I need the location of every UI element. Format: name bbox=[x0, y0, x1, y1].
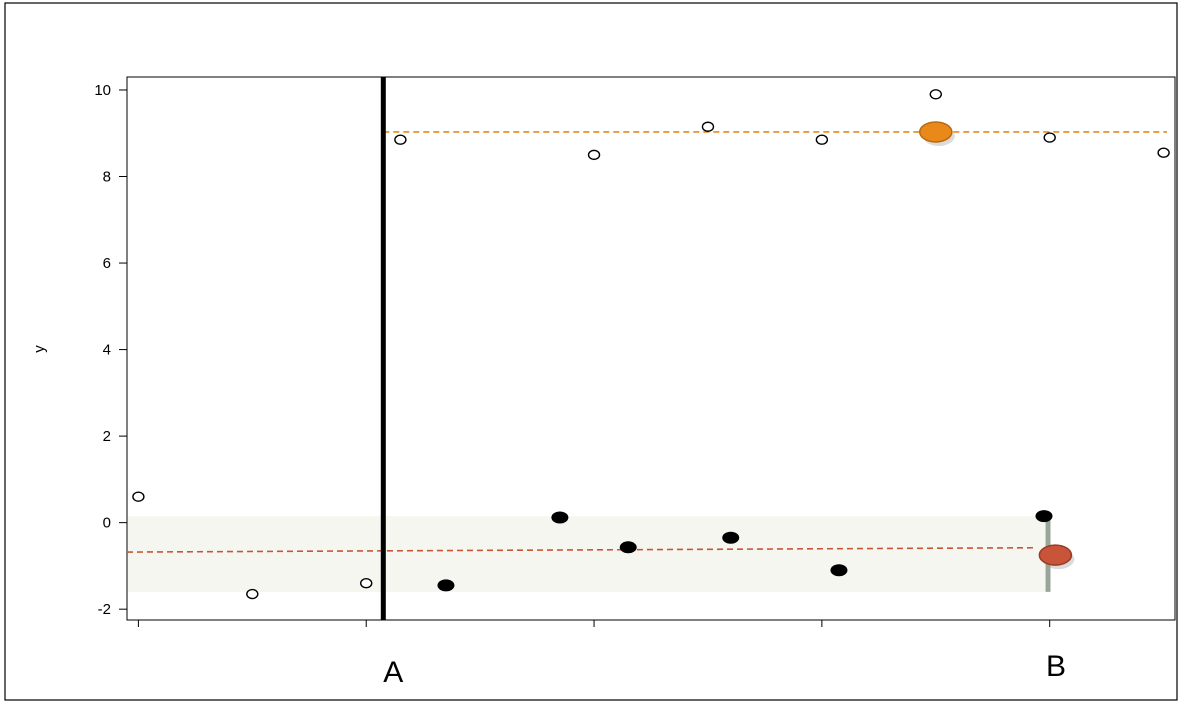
filled-point bbox=[551, 511, 569, 524]
y-tick-label: -2 bbox=[98, 601, 111, 618]
open-point bbox=[1157, 147, 1170, 158]
shaded-band bbox=[128, 516, 1045, 592]
marker-label-b: B bbox=[1046, 650, 1066, 683]
y-tick-label: 6 bbox=[103, 255, 111, 272]
filled-point bbox=[437, 579, 455, 592]
open-point bbox=[1043, 132, 1056, 143]
filled-point bbox=[830, 564, 848, 577]
open-point bbox=[929, 89, 942, 100]
highlight-point-1 bbox=[919, 121, 953, 143]
y-tick-label: 8 bbox=[103, 169, 111, 186]
open-point bbox=[587, 149, 601, 161]
filled-point bbox=[1035, 510, 1053, 523]
open-point bbox=[394, 134, 407, 145]
filled-point bbox=[722, 531, 740, 544]
open-point bbox=[701, 121, 715, 132]
y-tick-label: 10 bbox=[94, 82, 111, 99]
fit-line-2 bbox=[126, 546, 1037, 553]
highlight-point-2 bbox=[1038, 544, 1073, 566]
open-point bbox=[815, 134, 829, 145]
y-axis-label: y bbox=[31, 345, 48, 353]
y-tick-label: 4 bbox=[103, 342, 111, 359]
open-point bbox=[132, 491, 145, 502]
y-tick-label: 2 bbox=[103, 428, 111, 445]
y-tick-label: 0 bbox=[103, 515, 111, 532]
open-point bbox=[246, 588, 259, 600]
open-point bbox=[360, 578, 373, 589]
filled-point bbox=[619, 541, 637, 554]
marker-label-a: A bbox=[383, 656, 403, 689]
